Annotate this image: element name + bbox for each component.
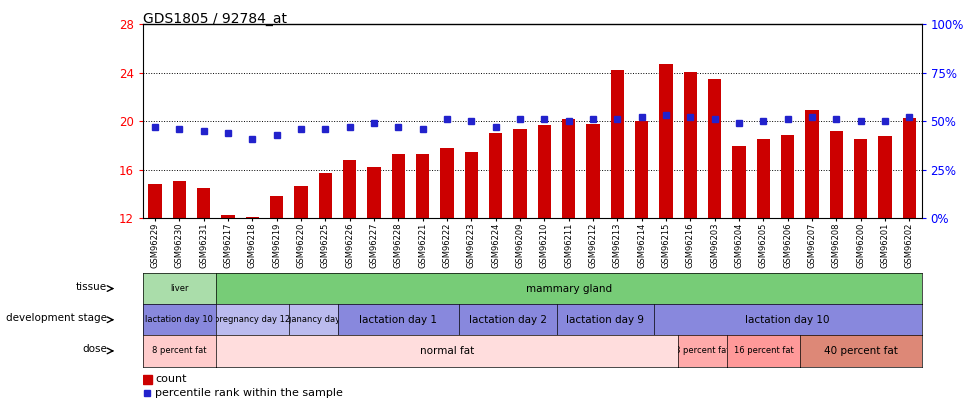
Text: lactation day 1: lactation day 1 [359,315,437,325]
Bar [878,136,892,218]
Bar [270,196,284,218]
Bar [246,217,259,218]
Bar [197,188,210,218]
Bar [611,70,624,218]
Bar [143,375,152,384]
Text: count: count [154,374,186,384]
Bar [343,160,356,218]
Text: development stage: development stage [6,313,107,323]
Text: 8 percent fat: 8 percent fat [152,346,207,356]
Bar [440,148,454,218]
Text: tissue: tissue [76,282,107,292]
Text: lactation day 10: lactation day 10 [146,315,213,324]
Bar [173,181,186,218]
Bar [635,122,648,218]
Bar [294,185,308,218]
Bar [513,128,527,218]
Bar [757,139,770,218]
Text: 40 percent fat: 40 percent fat [824,346,897,356]
Text: preganancy day 17: preganancy day 17 [272,315,354,324]
Text: GDS1805 / 92784_at: GDS1805 / 92784_at [143,12,287,26]
Text: dose: dose [82,344,107,354]
Bar [854,139,868,218]
Text: percentile rank within the sample: percentile rank within the sample [154,388,343,398]
Bar [781,134,794,218]
Bar [683,72,697,218]
Bar [806,111,818,218]
Bar [465,151,478,218]
Text: liver: liver [170,284,188,293]
Bar [318,173,332,218]
Text: pregnancy day 12: pregnancy day 12 [214,315,290,324]
Bar [587,124,599,218]
Text: 8 percent fat: 8 percent fat [676,346,730,356]
Text: lactation day 9: lactation day 9 [566,315,645,325]
Bar [368,167,381,218]
Bar [489,133,503,218]
Bar [902,118,916,218]
Text: lactation day 10: lactation day 10 [746,315,830,325]
Bar [708,79,722,218]
Text: 16 percent fat: 16 percent fat [733,346,793,356]
Bar [830,131,843,218]
Bar [732,145,746,218]
Text: normal fat: normal fat [420,346,474,356]
Bar [659,64,673,218]
Text: lactation day 2: lactation day 2 [469,315,547,325]
Bar [149,184,162,218]
Bar [392,154,405,218]
Text: mammary gland: mammary gland [526,284,612,294]
Bar [562,119,575,218]
Bar [221,215,234,218]
Bar [416,154,429,218]
Bar [538,125,551,218]
